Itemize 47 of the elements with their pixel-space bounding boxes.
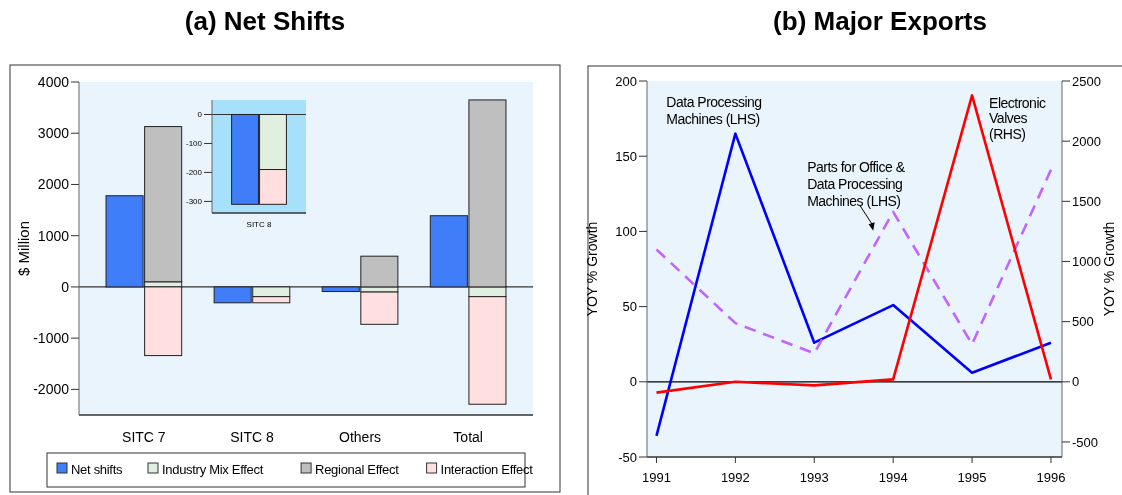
legend-label: Net shifts bbox=[71, 462, 123, 477]
y-tick-label: -50 bbox=[618, 449, 637, 465]
x-tick-label: SITC 8 bbox=[230, 428, 274, 445]
y-tick-label: 4000 bbox=[37, 73, 70, 90]
y2-axis-title: YOY % Growth bbox=[1101, 221, 1117, 317]
y-tick-label: 2000 bbox=[37, 176, 70, 193]
y2-tick-label: 1500 bbox=[1072, 193, 1101, 209]
x-tick-label: SITC 7 bbox=[122, 428, 166, 445]
legend-label: Regional Effect bbox=[315, 462, 400, 477]
y-tick-label: 50 bbox=[622, 299, 637, 315]
y-tick-label: 0 bbox=[629, 374, 637, 390]
y-tick-label: -1000 bbox=[33, 330, 70, 347]
series-label: Parts for Office & Data Processing Machines (LHS) bbox=[807, 158, 906, 209]
y2-tick-label: 0 bbox=[1072, 374, 1080, 390]
y2-tick-label: 2500 bbox=[1072, 73, 1101, 89]
x-tick-label: 1996 bbox=[1036, 469, 1066, 485]
y-tick-label: 150 bbox=[615, 148, 637, 164]
x-tick-label: 1991 bbox=[642, 469, 671, 485]
legend-label: Interaction Effect bbox=[440, 462, 534, 477]
x-tick-label: SITC 8 bbox=[246, 219, 272, 229]
x-tick-label: 1994 bbox=[878, 469, 908, 485]
x-tick-label: 1993 bbox=[799, 469, 829, 485]
x-tick-label: Others bbox=[339, 428, 382, 445]
x-tick-label: 1992 bbox=[720, 469, 750, 485]
y-tick-label: -2000 bbox=[33, 381, 70, 398]
y-tick-label: 200 bbox=[615, 73, 637, 89]
chart-title: (b) Major Exports bbox=[773, 6, 987, 36]
y2-tick-label: 500 bbox=[1072, 314, 1094, 330]
y-tick-label: 100 bbox=[615, 223, 637, 239]
y-tick-label: 3000 bbox=[37, 125, 70, 142]
series-label: Electronic Valves (RHS) bbox=[989, 95, 1047, 143]
y2-tick-label: -500 bbox=[1072, 434, 1099, 450]
y-tick-label: 1000 bbox=[37, 227, 70, 244]
y-tick-label: -300 bbox=[185, 197, 203, 207]
legend-label: Industry Mix Effect bbox=[162, 462, 264, 477]
chart-title: (a) Net Shifts bbox=[184, 6, 346, 36]
y-tick-label: -100 bbox=[185, 139, 203, 149]
series-label: Data Processing Machines (LHS) bbox=[666, 93, 762, 127]
x-tick-label: 1995 bbox=[957, 469, 987, 485]
y2-tick-label: 2000 bbox=[1072, 133, 1101, 149]
x-tick-label: Total bbox=[453, 428, 483, 445]
y-tick-label: 0 bbox=[197, 110, 203, 120]
y-axis-title: YOY % Growth bbox=[584, 221, 600, 317]
y-tick-label: -200 bbox=[185, 168, 203, 178]
y-tick-label: 0 bbox=[61, 278, 70, 295]
y2-tick-label: 1000 bbox=[1072, 254, 1101, 270]
y-axis-title: $ Million bbox=[15, 220, 32, 277]
